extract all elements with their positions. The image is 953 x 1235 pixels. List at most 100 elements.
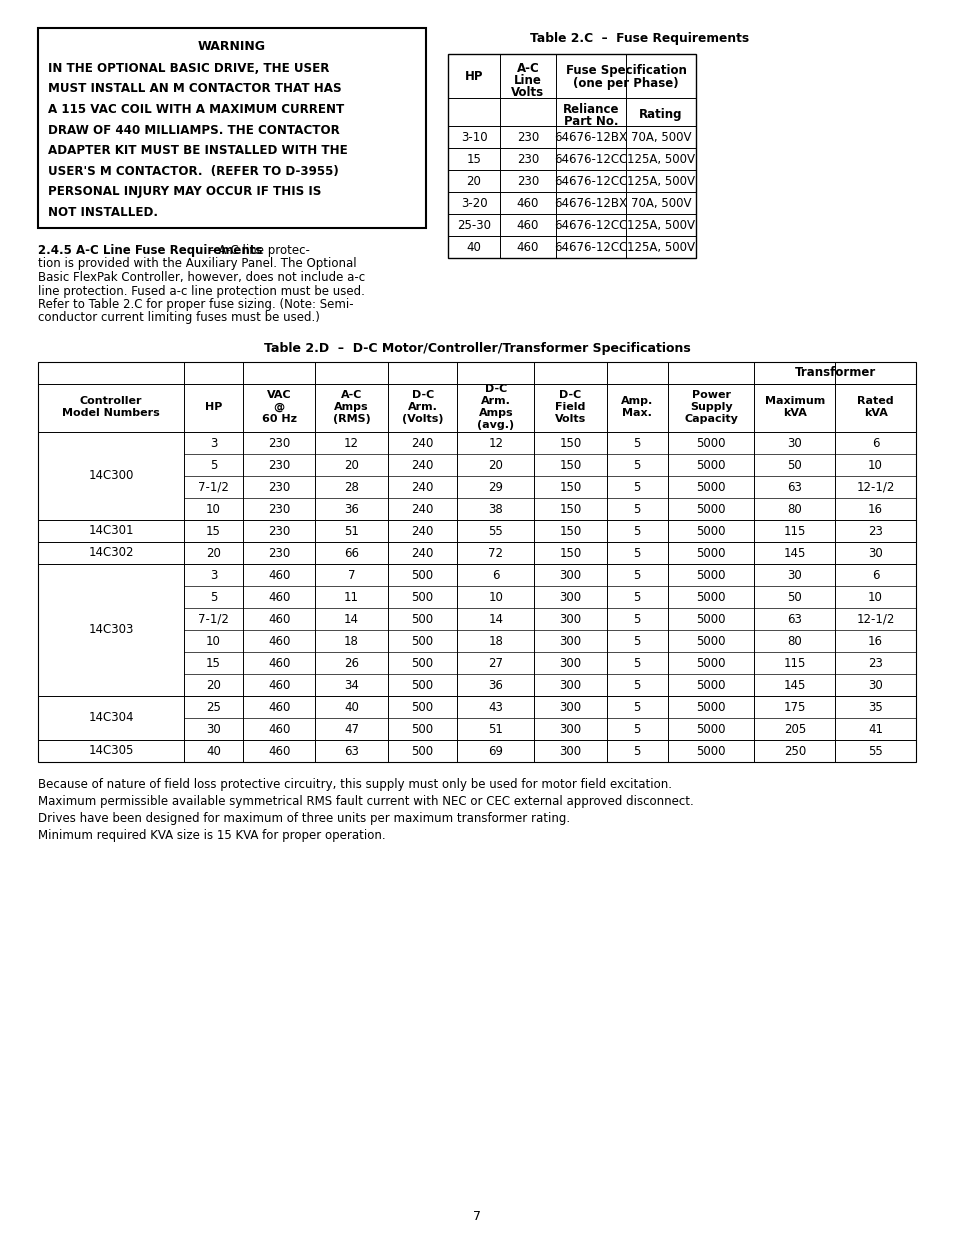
Text: 11: 11: [344, 592, 358, 604]
Text: DRAW OF 440 MILLIAMPS. THE CONTACTOR: DRAW OF 440 MILLIAMPS. THE CONTACTOR: [48, 124, 339, 137]
Text: 125A, 500V: 125A, 500V: [626, 241, 695, 254]
Text: line protection. Fused a-c line protection must be used.: line protection. Fused a-c line protecti…: [38, 284, 364, 298]
Text: (one per Phase): (one per Phase): [573, 77, 679, 90]
Text: 26: 26: [344, 657, 358, 671]
Text: NOT INSTALLED.: NOT INSTALLED.: [48, 205, 158, 219]
Text: 230: 230: [268, 480, 290, 494]
Text: Part No.: Part No.: [563, 115, 618, 128]
Text: 230: 230: [517, 175, 538, 188]
Text: 125A, 500V: 125A, 500V: [626, 153, 695, 165]
Text: 7-1/2: 7-1/2: [198, 613, 229, 626]
Text: 66: 66: [344, 547, 358, 559]
Text: Transformer: Transformer: [794, 366, 875, 379]
Text: 5000: 5000: [696, 547, 725, 559]
Text: 55: 55: [867, 745, 882, 758]
Text: 70A, 500V: 70A, 500V: [630, 198, 691, 210]
Text: 30: 30: [867, 547, 882, 559]
Text: Basic FlexPak Controller, however, does not include a-c: Basic FlexPak Controller, however, does …: [38, 270, 365, 284]
Text: 150: 150: [558, 480, 581, 494]
Text: 3: 3: [210, 569, 217, 582]
Text: 240: 240: [411, 525, 434, 538]
Text: 16: 16: [867, 635, 882, 648]
Text: 230: 230: [268, 525, 290, 538]
Text: 5000: 5000: [696, 525, 725, 538]
Text: 10: 10: [867, 592, 882, 604]
Text: 12-1/2: 12-1/2: [856, 613, 894, 626]
Text: 240: 240: [411, 437, 434, 450]
Text: 500: 500: [411, 635, 434, 648]
Text: A-C: A-C: [517, 62, 538, 75]
Text: 5: 5: [633, 657, 640, 671]
Text: 23: 23: [867, 657, 882, 671]
Text: 55: 55: [488, 525, 502, 538]
Text: Arm.: Arm.: [407, 403, 437, 412]
Text: 12-1/2: 12-1/2: [856, 480, 894, 494]
Text: 230: 230: [517, 153, 538, 165]
Text: 10: 10: [206, 503, 221, 516]
Text: 2.4.5 A-C Line Fuse Requirements: 2.4.5 A-C Line Fuse Requirements: [38, 245, 262, 257]
Text: 145: 145: [782, 679, 805, 692]
Text: 5: 5: [633, 722, 640, 736]
Text: 230: 230: [268, 503, 290, 516]
Text: 5: 5: [633, 480, 640, 494]
Text: 300: 300: [558, 679, 580, 692]
Text: 14C304: 14C304: [89, 711, 133, 724]
Text: kVA: kVA: [862, 408, 886, 417]
Text: 5: 5: [633, 635, 640, 648]
Text: Amps: Amps: [478, 408, 513, 417]
Text: Field: Field: [555, 403, 585, 412]
Text: 40: 40: [344, 701, 358, 714]
Text: 3-10: 3-10: [460, 131, 487, 144]
Text: 460: 460: [268, 745, 290, 758]
Text: 460: 460: [268, 635, 290, 648]
Text: 150: 150: [558, 547, 581, 559]
Text: (avg.): (avg.): [476, 420, 514, 430]
Text: 5000: 5000: [696, 569, 725, 582]
Text: 28: 28: [344, 480, 358, 494]
Text: 5: 5: [210, 592, 217, 604]
Text: 300: 300: [558, 592, 580, 604]
Text: Drives have been designed for maximum of three units per maximum transformer rat: Drives have been designed for maximum of…: [38, 811, 570, 825]
Text: 80: 80: [786, 635, 801, 648]
Text: 5000: 5000: [696, 503, 725, 516]
Text: 14C305: 14C305: [89, 743, 133, 757]
Text: 500: 500: [411, 657, 434, 671]
Text: 5: 5: [633, 547, 640, 559]
Text: 240: 240: [411, 503, 434, 516]
Text: 64676-12CC: 64676-12CC: [554, 219, 627, 232]
Text: 36: 36: [488, 679, 503, 692]
Text: 25-30: 25-30: [456, 219, 491, 232]
Text: 30: 30: [786, 569, 801, 582]
Text: 5000: 5000: [696, 437, 725, 450]
Text: 460: 460: [517, 219, 538, 232]
Text: D-C: D-C: [558, 390, 581, 400]
Text: 14C303: 14C303: [89, 622, 133, 636]
Text: 300: 300: [558, 701, 580, 714]
Text: HP: HP: [464, 70, 483, 83]
Text: D-C: D-C: [411, 390, 434, 400]
Text: Maximum: Maximum: [763, 396, 824, 406]
Text: 5: 5: [633, 592, 640, 604]
Text: Table 2.D  –  D-C Motor/Controller/Transformer Specifications: Table 2.D – D-C Motor/Controller/Transfo…: [263, 342, 690, 354]
Text: Rating: Rating: [639, 107, 682, 121]
Text: 34: 34: [344, 679, 358, 692]
Text: Capacity: Capacity: [683, 414, 738, 424]
Text: 250: 250: [782, 745, 805, 758]
Text: A 115 VAC COIL WITH A MAXIMUM CURRENT: A 115 VAC COIL WITH A MAXIMUM CURRENT: [48, 103, 344, 116]
Text: – A-C line protec-: – A-C line protec-: [205, 245, 310, 257]
Text: Supply: Supply: [689, 403, 732, 412]
Bar: [448, 54, 696, 258]
Text: 43: 43: [488, 701, 503, 714]
Text: 230: 230: [268, 459, 290, 472]
Text: 5000: 5000: [696, 701, 725, 714]
Text: 150: 150: [558, 525, 581, 538]
Text: 10: 10: [488, 592, 503, 604]
Text: conductor current limiting fuses must be used.): conductor current limiting fuses must be…: [38, 311, 319, 325]
Text: 230: 230: [517, 131, 538, 144]
Text: 7-1/2: 7-1/2: [198, 480, 229, 494]
Text: 5000: 5000: [696, 635, 725, 648]
Text: 205: 205: [782, 722, 805, 736]
Text: 80: 80: [786, 503, 801, 516]
Text: 69: 69: [488, 745, 503, 758]
Text: 18: 18: [488, 635, 503, 648]
